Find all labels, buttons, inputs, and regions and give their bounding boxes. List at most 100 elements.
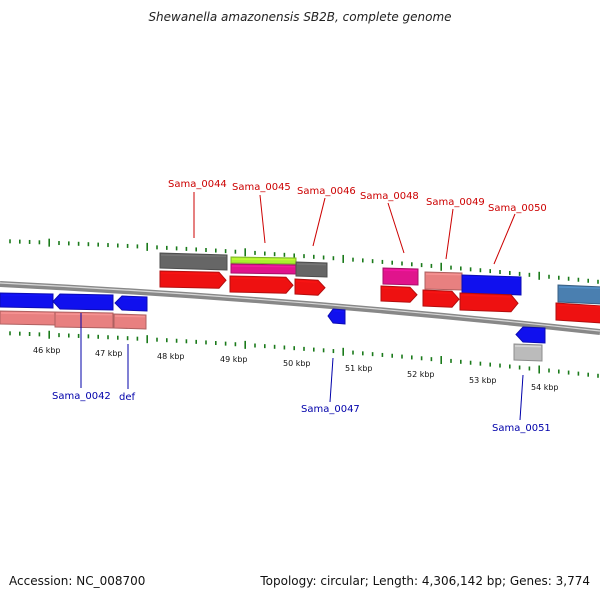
feature-sama-0042-pink-highlight (55, 313, 113, 316)
gene-features (0, 252, 600, 362)
feature-sama-0046-block-highlight (296, 263, 327, 266)
gene-label-sama-0050[interactable]: Sama_0050 (488, 203, 547, 214)
feature-sama-0041-block (0, 292, 54, 309)
feature-sama-0046-block-body (295, 261, 328, 278)
feature-def-arrow (114, 295, 148, 312)
feature-sama-0045-magenta (230, 263, 297, 275)
feature-sama-0051-arrow-body (515, 326, 546, 344)
feature-sama-0048-block-highlight (383, 269, 418, 272)
feature-def-pink (113, 313, 147, 330)
feature-sama-0044-arrow (159, 270, 227, 289)
feature-sama-0051-gray (513, 343, 543, 362)
feature-sama-0045-magenta-highlight (231, 265, 296, 268)
feature-steel-block-highlight (558, 286, 600, 289)
tick-51: 51 kbp (345, 364, 373, 373)
feature-sama-0049-block (424, 271, 463, 291)
leader-line-sama-0048 (387, 202, 405, 254)
leader-line-sama-0049 (445, 208, 454, 260)
tick-52: 52 kbp (407, 370, 435, 379)
leader-line-sama-0047 (329, 357, 334, 403)
feature-sama-0049-arrow-highlight (423, 291, 452, 294)
feature-sama-0046-arrow (294, 278, 326, 296)
feature-sama-0045-arrow (229, 275, 294, 294)
feature-sama-0051-gray-highlight (514, 345, 542, 348)
feature-sama-0050-arrow-highlight (460, 294, 511, 298)
feature-sama-0042-pink (54, 311, 114, 329)
feature-sama-0050-arrow-body (459, 292, 519, 313)
feature-sama-0042-arrow (52, 293, 114, 311)
feature-sama-0049-arrow (422, 289, 460, 308)
feature-sama-0047-arrow-highlight (334, 310, 345, 313)
feature-sama-0044-block (159, 252, 228, 271)
accession-label: Accession: NC_008700 (9, 574, 146, 588)
gene-label-sama-0051[interactable]: Sama_0051 (492, 423, 551, 434)
feature-sama-0047-arrow-body (327, 308, 346, 325)
genome-stats-label: Topology: circular; Length: 4,306,142 bp… (260, 574, 590, 588)
gene-label-sama-0049[interactable]: Sama_0049 (426, 197, 485, 208)
page-title: Shewanella amazonensis SB2B, complete ge… (148, 10, 452, 24)
feature-sama-0049-arrow-body (422, 289, 460, 308)
gene-label-sama-0045[interactable]: Sama_0045 (232, 182, 291, 193)
feature-sama-0042-pink-body (54, 311, 114, 329)
feature-sama-0045-arrow-body (229, 275, 294, 294)
feature-sama-0051-gray-body (513, 343, 543, 362)
gene-label-sama-0047[interactable]: Sama_0047 (301, 404, 360, 415)
gene-label-sama-0042[interactable]: Sama_0042 (52, 391, 111, 402)
leader-line-sama-0050 (493, 213, 516, 265)
feature-def-arrow-body (114, 295, 148, 312)
feature-steel-block (557, 284, 600, 305)
leader-line-sama-0045 (259, 194, 266, 244)
genome-backbone (0, 281, 600, 335)
feature-def-pink-body (113, 313, 147, 330)
feature-sama-0050-block (461, 274, 522, 296)
feature-sama-0042-arrow-body (52, 293, 114, 311)
feature-sama-0044-arrow-highlight (160, 272, 219, 275)
feature-sama-0050-arrow (459, 292, 519, 313)
tick-48: 48 kbp (157, 352, 185, 361)
feature-sama-0051-arrow (515, 326, 546, 344)
feature-sama-0046-block (295, 261, 328, 278)
feature-sama-0050-block-highlight (462, 276, 521, 279)
genome-backbone-highlight (0, 282, 600, 332)
feature-red-edge-block-highlight (556, 304, 600, 308)
feature-sama-0047-arrow (327, 308, 346, 325)
feature-sama-0051-arrow-highlight (523, 328, 545, 331)
feature-sama-0045-lime-body (230, 256, 297, 265)
feature-sama-0044-arrow-body (159, 270, 227, 289)
feature-sama-0045-lime-highlight (231, 258, 296, 261)
tick-46: 46 kbp (33, 346, 61, 355)
minor-ticks-bottom (9, 330, 599, 378)
leader-line-sama-0051 (519, 374, 524, 421)
feature-sama-0042-arrow-highlight (60, 295, 113, 298)
feature-def-pink-highlight (114, 315, 146, 318)
feature-sama-0049-block-highlight (425, 273, 462, 276)
feature-red-edge-block-body (555, 302, 600, 324)
feature-def-arrow-highlight (122, 297, 147, 300)
feature-sama-0048-block (382, 267, 419, 286)
feature-sama-0046-arrow-highlight (295, 280, 318, 283)
feature-sama-0041-block-highlight (0, 294, 53, 297)
tick-53: 53 kbp (469, 376, 497, 385)
tick-49: 49 kbp (220, 355, 248, 364)
feature-sama-0048-block-body (382, 267, 419, 286)
feature-sama-0045-arrow-highlight (230, 277, 286, 280)
kbp-scale-labels: 46 kbp 47 kbp 48 kbp 49 kbp 50 kbp 51 kb… (33, 346, 559, 392)
feature-pink-edge-block-highlight (0, 312, 55, 315)
feature-sama-0046-arrow-body (294, 278, 326, 296)
feature-steel-block-body (557, 284, 600, 305)
tick-50: 50 kbp (283, 359, 311, 368)
feature-sama-0048-arrow-highlight (381, 287, 410, 290)
gene-label-sama-0048[interactable]: Sama_0048 (360, 191, 419, 202)
feature-sama-0044-block-body (159, 252, 228, 271)
feature-sama-0044-block-highlight (160, 254, 227, 257)
gene-label-sama-0046[interactable]: Sama_0046 (297, 186, 356, 197)
feature-sama-0041-block-body (0, 292, 54, 309)
tick-47: 47 kbp (95, 349, 123, 358)
feature-sama-0048-arrow (380, 285, 418, 303)
gene-label-def[interactable]: def (119, 392, 136, 403)
forward-gene-labels: Sama_0044 Sama_0045 Sama_0046 Sama_0048 … (168, 179, 547, 265)
feature-red-edge-block (555, 302, 600, 324)
tick-54: 54 kbp (531, 383, 559, 392)
gene-label-sama-0044[interactable]: Sama_0044 (168, 179, 227, 190)
